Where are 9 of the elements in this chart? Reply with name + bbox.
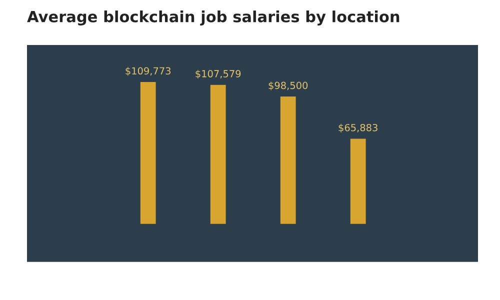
data-label: $65,883	[338, 124, 378, 133]
data-label: $107,579	[196, 70, 241, 79]
bar	[210, 84, 226, 224]
bar	[280, 96, 296, 224]
data-label: $109,773	[126, 67, 171, 76]
bar	[140, 82, 156, 224]
bar	[350, 138, 366, 224]
chart-title: Average blockchain job salaries by location	[27, 10, 400, 26]
data-label: $98,500	[268, 82, 308, 90]
